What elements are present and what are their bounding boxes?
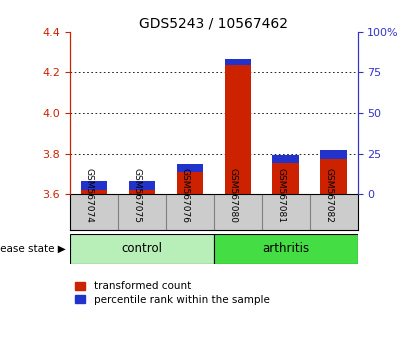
Bar	[272, 163, 299, 194]
Text: GSM567080: GSM567080	[229, 168, 238, 223]
Bar	[129, 190, 155, 194]
Bar	[321, 150, 347, 159]
Bar	[177, 164, 203, 172]
Text: disease state ▶: disease state ▶	[0, 244, 66, 254]
Text: GSM567075: GSM567075	[133, 168, 142, 223]
Bar	[177, 172, 203, 194]
Bar	[224, 59, 251, 65]
Text: GSM567082: GSM567082	[325, 168, 334, 223]
Text: GSM567074: GSM567074	[85, 168, 94, 223]
Bar	[224, 65, 251, 194]
Text: arthritis: arthritis	[262, 242, 309, 255]
Bar	[81, 190, 107, 194]
Bar	[129, 182, 155, 190]
Text: GSM567076: GSM567076	[181, 168, 190, 223]
Text: GSM567081: GSM567081	[277, 168, 286, 223]
Title: GDS5243 / 10567462: GDS5243 / 10567462	[139, 17, 288, 31]
Text: control: control	[121, 242, 162, 255]
Legend: transformed count, percentile rank within the sample: transformed count, percentile rank withi…	[75, 281, 270, 304]
Bar	[214, 234, 358, 264]
Bar	[272, 155, 299, 163]
Bar	[70, 234, 214, 264]
Bar	[321, 159, 347, 194]
Bar	[81, 182, 107, 190]
